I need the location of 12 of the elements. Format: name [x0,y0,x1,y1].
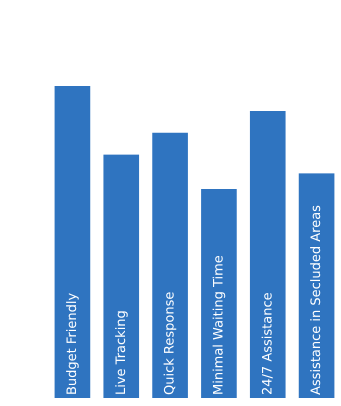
x-tick-label: Minimal Waiting Time [211,255,226,395]
x-tick-label: Budget Friendly [64,292,80,395]
x-tick-label: Live Tracking [114,310,129,395]
x-tick-label: Quick Response [162,292,178,395]
x-tick-label: Assistance in Secluded Areas [309,204,324,395]
x-tick-label: 24/7 Assistance [260,292,276,395]
bar [54,86,90,398]
bar [250,110,286,398]
bar [103,154,140,398]
bar [152,132,188,398]
bar [298,173,334,398]
bar [201,188,237,398]
